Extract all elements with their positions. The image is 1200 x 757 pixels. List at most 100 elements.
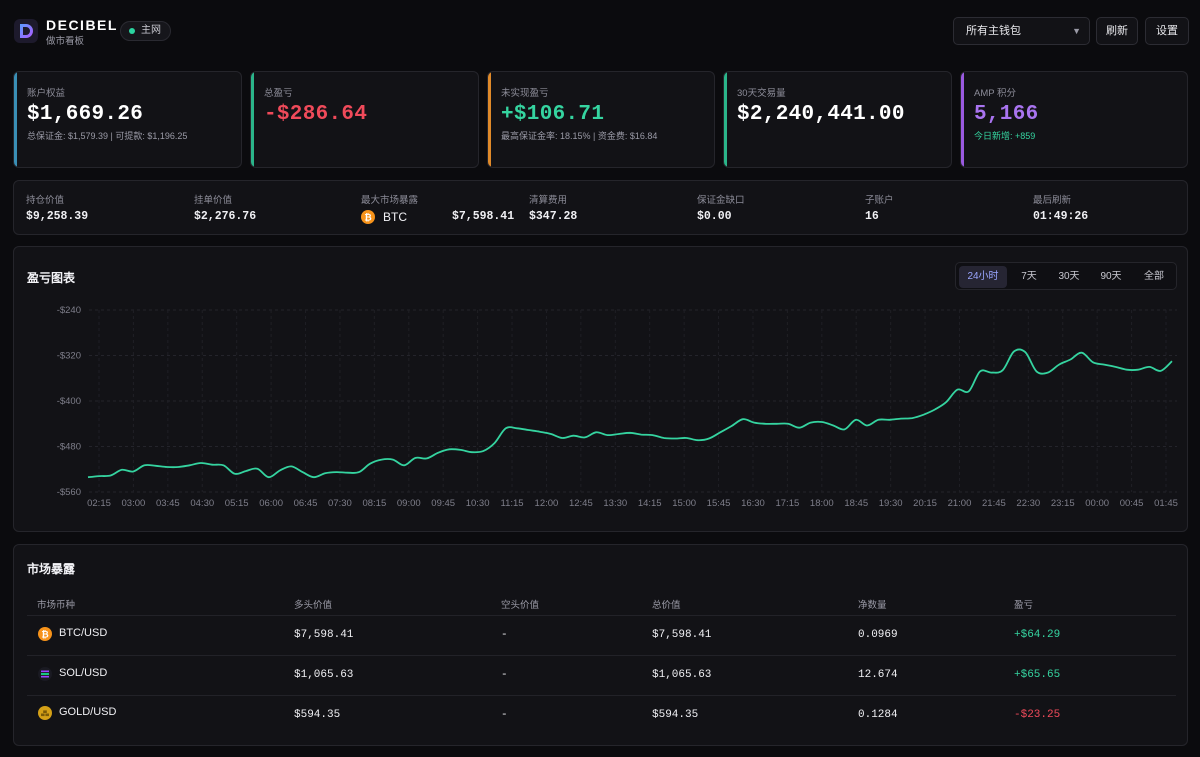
pnl-chart-panel: 盈亏图表 24小时 7天 30天 90天 全部 -$240 -$320 -$400 -…	[13, 246, 1188, 532]
y-tick-label: -$480	[57, 442, 81, 453]
x-tick-label: 03:00	[122, 498, 146, 509]
card-accent	[251, 72, 254, 167]
x-tick-label: 05:15	[225, 498, 249, 509]
x-tick-label: 23:15	[1051, 498, 1075, 509]
card-label: 未实现盈亏	[501, 88, 549, 99]
stat-label: 持仓价值	[26, 195, 65, 206]
decibel-logo-icon	[14, 19, 38, 43]
card-value: $2,240,441.00	[737, 103, 905, 126]
x-tick-label: 12:45	[569, 498, 593, 509]
x-tick-label: 08:15	[362, 498, 386, 509]
divider	[27, 655, 1176, 656]
stat-max-exposure: 最大市场暴露 ₿ BTC $7,598.41	[361, 181, 514, 236]
x-tick-label: 06:00	[259, 498, 283, 509]
col-long-value: 多头价值	[294, 600, 333, 611]
x-tick-label: 19:30	[879, 498, 903, 509]
card-account-equity: 账户权益 $1,669.26 总保证金: $1,579.39 | 可提款: $1…	[13, 71, 242, 168]
net-qty: 0.0969	[858, 629, 898, 641]
stat-coin-label: BTC	[383, 210, 407, 224]
x-tick-label: 17:15	[775, 498, 799, 509]
svg-text:₿: ₿	[364, 213, 371, 224]
card-accent	[488, 72, 491, 167]
range-90d-button[interactable]: 90天	[1100, 271, 1122, 282]
y-tick-label: -$240	[57, 305, 81, 316]
brand-subtitle: 做市看板	[46, 36, 85, 47]
x-tick-label: 07:30	[328, 498, 352, 509]
card-label: AMP 积分	[974, 88, 1017, 99]
market-exposure-panel: 市场暴露 市场币种 多头价值 空头价值 总价值 净数量 盈亏 ₿ BTC/USD…	[13, 544, 1188, 746]
range-all-button[interactable]: 全部	[1144, 271, 1164, 282]
y-tick-label: -$560	[57, 487, 81, 498]
col-total-value: 总价值	[652, 600, 681, 611]
x-tick-label: 00:45	[1120, 498, 1144, 509]
card-value: 5,166	[974, 103, 1039, 126]
network-badge: 主网	[120, 21, 171, 41]
pnl-line-chart: -$240 -$320 -$400 -$480 -$560 02:15 03:00 03:45…	[57, 305, 1178, 509]
market-name: BTC/USD	[59, 627, 108, 639]
range-7d-button[interactable]: 7天	[1021, 271, 1037, 282]
y-tick-label: -$320	[57, 351, 81, 362]
divider	[27, 695, 1176, 696]
x-tick-label: 09:00	[397, 498, 421, 509]
stat-value: $9,258.39	[26, 210, 89, 223]
x-tick-label: 13:30	[603, 498, 627, 509]
card-sub: 总保证金: $1,579.39 | 可提款: $1,196.25	[27, 131, 188, 141]
x-tick-label: 03:45	[156, 498, 180, 509]
card-accent	[14, 72, 17, 167]
card-total-pnl: 总盈亏 -$286.64	[250, 71, 479, 168]
short-value: -	[501, 669, 508, 681]
x-tick-label: 21:00	[948, 498, 972, 509]
card-accent	[724, 72, 727, 167]
col-net-qty: 净数量	[858, 600, 887, 611]
app-header: DECIBEL 做市看板 主网 所有主钱包 ▼ 刷新 设置	[0, 0, 1200, 62]
settings-button[interactable]: 设置	[1145, 17, 1189, 45]
long-value: $594.35	[294, 709, 341, 721]
stat-value: 16	[865, 210, 879, 223]
x-tick-label: 09:45	[431, 498, 455, 509]
short-value: -	[501, 629, 508, 641]
stat-label: 最后刷新	[1033, 195, 1072, 206]
time-range-selector: 24小时 7天 30天 90天 全部	[955, 262, 1177, 290]
total-value: $7,598.41	[652, 629, 712, 641]
stats-strip: 持仓价值 $9,258.39 挂单价值 $2,276.76 最大市场暴露 ₿ B…	[13, 180, 1188, 235]
stat-label: 保证金缺口	[697, 195, 745, 206]
x-tick-label: 15:00	[672, 498, 696, 509]
x-tick-label: 00:00	[1085, 498, 1109, 509]
x-tick-label: 11:15	[500, 498, 523, 509]
stat-value: $347.28	[529, 210, 578, 223]
stat-value: $7,598.41	[452, 210, 515, 223]
wallet-select[interactable]: 所有主钱包 ▼	[953, 17, 1090, 45]
x-tick-label: 18:45	[844, 498, 868, 509]
x-tick-label: 18:00	[810, 498, 834, 509]
sol-icon	[38, 667, 52, 681]
card-value: -$286.64	[264, 103, 368, 126]
x-tick-label: 14:15	[638, 498, 662, 509]
card-label: 账户权益	[27, 88, 66, 99]
stat-value: $2,276.76	[194, 210, 257, 223]
divider	[27, 615, 1176, 616]
status-dot-icon	[129, 28, 135, 34]
card-sub: 今日新增: +859	[974, 131, 1036, 141]
range-30d-button[interactable]: 30天	[1058, 271, 1080, 282]
range-24h-button[interactable]: 24小时	[959, 266, 1007, 288]
stat-label: 子账户	[865, 195, 894, 206]
x-tick-label: 16:30	[741, 498, 765, 509]
card-label: 30天交易量	[737, 88, 786, 99]
net-qty: 0.1284	[858, 709, 898, 721]
refresh-button[interactable]: 刷新	[1096, 17, 1138, 45]
chevron-down-icon: ▼	[1072, 26, 1081, 36]
gold-icon	[38, 706, 52, 720]
x-tick-label: 06:45	[294, 498, 318, 509]
pnl-value: -$23.25	[1014, 709, 1061, 721]
network-label: 主网	[141, 25, 161, 36]
stat-value: $0.00	[697, 210, 732, 223]
wallet-select-value: 所有主钱包	[966, 25, 1021, 37]
chart-title: 盈亏图表	[27, 271, 76, 285]
card-label: 总盈亏	[264, 88, 293, 99]
y-tick-label: -$400	[57, 396, 81, 407]
col-market: 市场币种	[37, 600, 76, 611]
x-tick-label: 10:30	[466, 498, 490, 509]
col-short-value: 空头价值	[501, 600, 540, 611]
total-value: $1,065.63	[652, 669, 712, 681]
pnl-value: +$64.29	[1014, 629, 1061, 641]
